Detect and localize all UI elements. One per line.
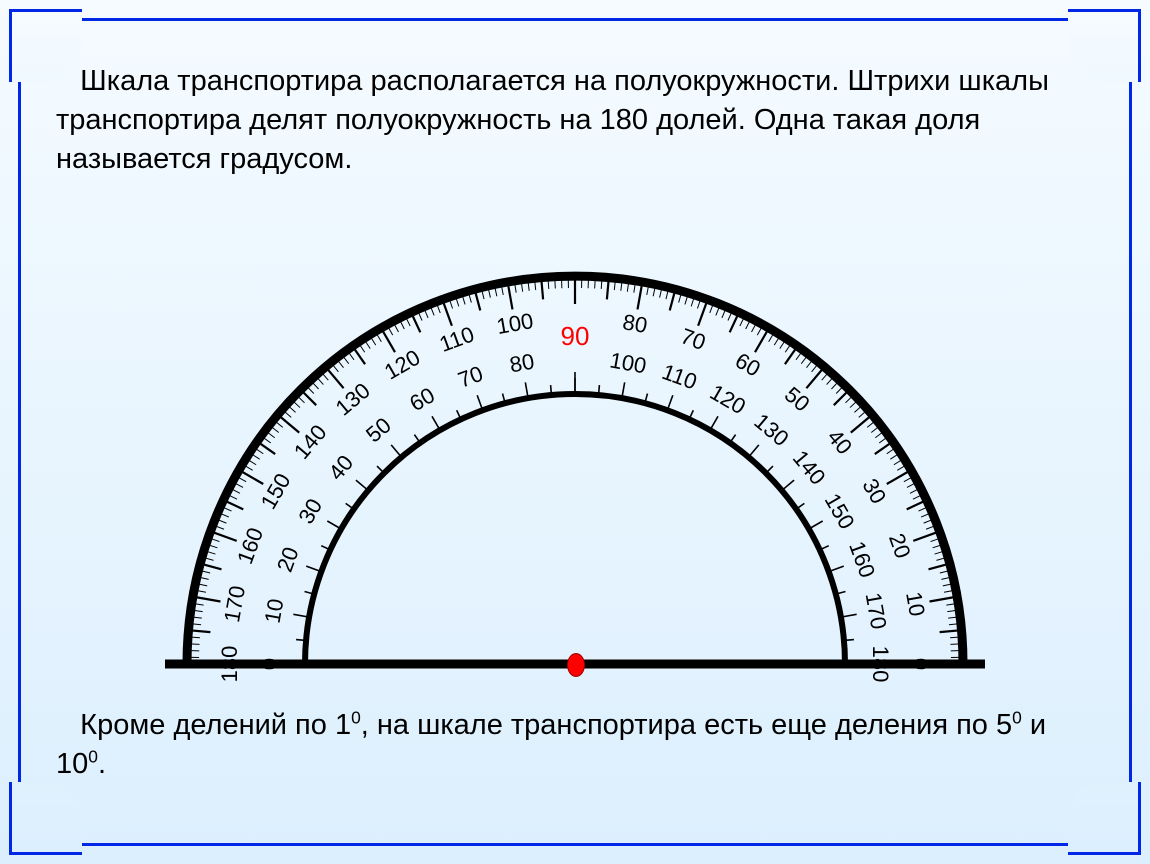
svg-text:130: 130 [749,408,793,451]
top-paragraph: Шкала транспортира располагается на полу… [56,62,1090,179]
svg-text:170: 170 [219,584,250,625]
sup-0-2: 0 [1012,707,1022,727]
svg-text:90: 90 [561,321,590,351]
svg-text:10: 10 [260,597,289,625]
svg-text:170: 170 [861,591,892,632]
corner-bottom-right [1068,782,1141,855]
top-para-text: Шкала транспортира располагается на полу… [56,65,1049,175]
svg-text:150: 150 [256,469,296,513]
svg-text:0: 0 [257,658,282,670]
corner-bottom-left [9,782,82,855]
svg-text:60: 60 [731,348,765,382]
svg-text:160: 160 [232,524,268,567]
svg-text:110: 110 [659,359,701,394]
svg-text:160: 160 [844,538,880,581]
svg-text:20: 20 [272,544,304,576]
svg-text:50: 50 [361,412,396,447]
svg-text:180: 180 [868,646,893,683]
svg-text:180: 180 [217,646,242,683]
svg-text:140: 140 [788,445,831,489]
svg-text:70: 70 [455,361,487,393]
protractor-diagram: 1801701601501401301201101008070605040302… [115,260,1035,690]
svg-text:10: 10 [901,590,930,618]
svg-text:70: 70 [677,323,709,355]
svg-text:20: 20 [884,530,916,562]
svg-text:60: 60 [405,382,439,416]
svg-text:140: 140 [289,420,332,464]
protractor-svg: 1801701601501401301201101008070605040302… [115,260,1035,690]
sup-0-1: 0 [351,707,361,727]
svg-text:100: 100 [495,308,536,339]
svg-text:150: 150 [820,489,860,533]
svg-text:30: 30 [857,474,891,508]
svg-text:120: 120 [706,379,750,419]
svg-text:110: 110 [436,321,478,356]
svg-text:120: 120 [380,345,424,385]
svg-text:100: 100 [608,347,649,378]
bot-p1: Кроме делений по 1 [80,709,351,741]
svg-text:80: 80 [508,349,536,378]
svg-text:0: 0 [908,658,933,670]
center-marker [567,653,585,677]
svg-text:80: 80 [621,309,649,338]
bot-p4: . [98,748,106,780]
bottom-paragraph: Кроме делений по 10, на шкале транспорти… [56,706,1090,784]
svg-text:40: 40 [323,450,358,485]
svg-text:30: 30 [293,494,327,528]
svg-text:50: 50 [780,382,815,417]
sup-0-3: 0 [88,746,98,766]
bot-p2: , на шкале транспортира есть еще деления… [361,709,1012,741]
svg-text:130: 130 [331,378,375,421]
svg-text:40: 40 [822,424,857,459]
